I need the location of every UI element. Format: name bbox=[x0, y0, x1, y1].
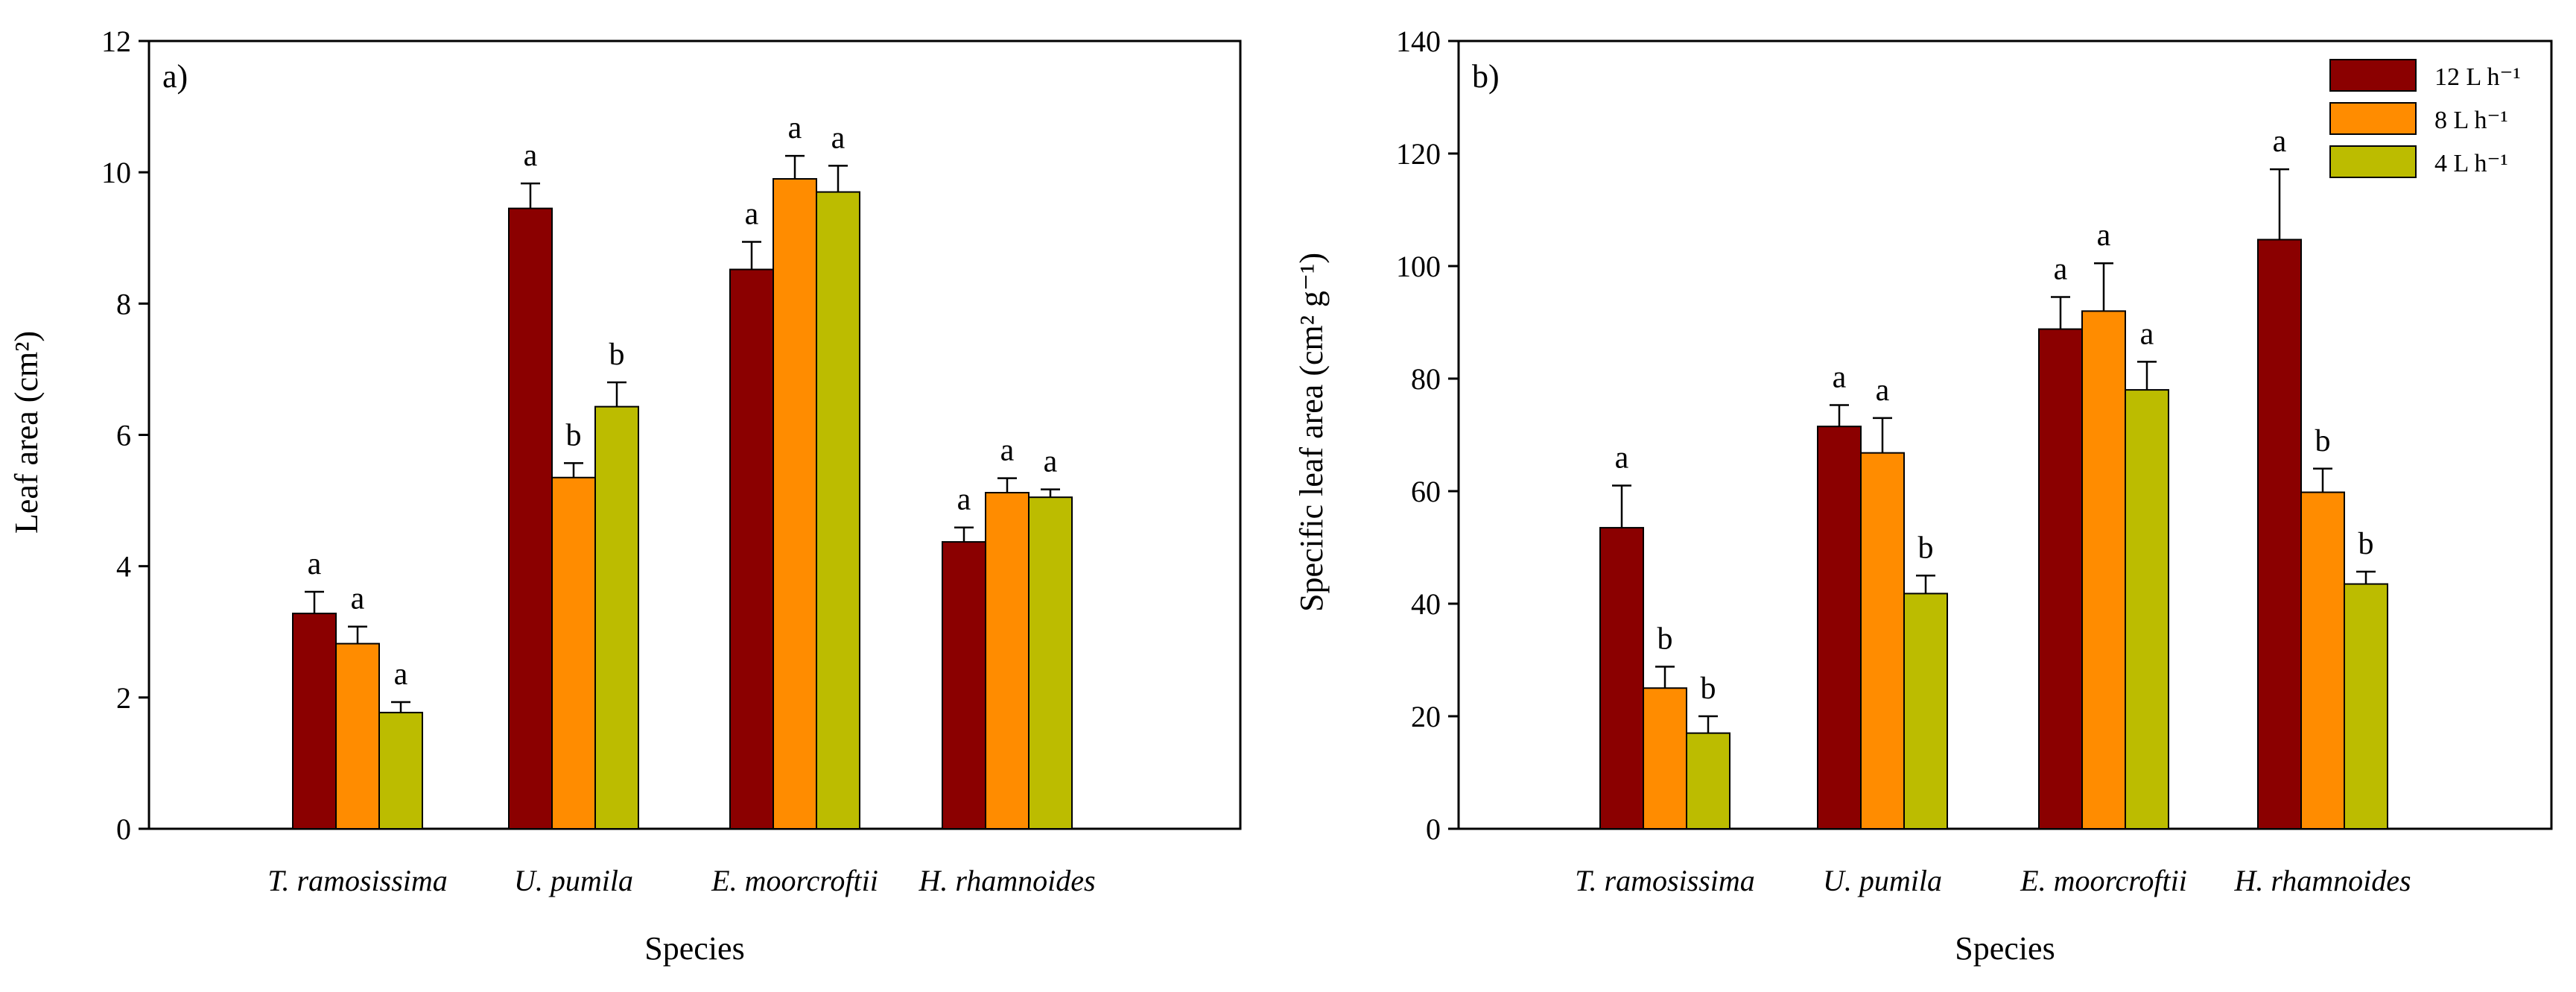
legend-label: 4 L h⁻¹ bbox=[2434, 150, 2508, 177]
significance-letter: a bbox=[1833, 360, 1847, 394]
significance-letter: a bbox=[2140, 317, 2154, 351]
bar bbox=[816, 191, 860, 830]
bar bbox=[2038, 328, 2083, 830]
bar bbox=[942, 541, 986, 830]
bar bbox=[551, 476, 596, 830]
significance-letter: b bbox=[2315, 424, 2331, 458]
bar bbox=[1860, 452, 1905, 830]
category-label: U. pumila bbox=[514, 864, 633, 897]
bar bbox=[335, 642, 380, 830]
y-tick-label: 4 bbox=[116, 550, 131, 584]
bar bbox=[773, 177, 817, 830]
bar bbox=[1686, 732, 1730, 830]
bar bbox=[508, 207, 553, 830]
bar bbox=[2125, 389, 2169, 830]
significance-letter: a bbox=[394, 657, 408, 692]
y-axis-label: Leaf area (cm²) bbox=[8, 331, 45, 534]
significance-letter: b bbox=[2358, 527, 2374, 561]
chart-panel-b: 0 20 40 60 80 100 120 140 b) Species Specific leaf… bbox=[1293, 25, 2553, 967]
bar bbox=[1903, 593, 1948, 830]
y-tick-label: 0 bbox=[116, 812, 131, 846]
significance-letter: a bbox=[308, 547, 322, 581]
panel-label: a) bbox=[162, 58, 188, 95]
y-tick-label: 120 bbox=[1396, 137, 1441, 171]
x-axis-label: Species bbox=[1955, 930, 2055, 967]
category-label: T. ramosissima bbox=[267, 864, 448, 897]
bar bbox=[985, 492, 1030, 830]
significance-letter: b bbox=[1701, 672, 1716, 706]
y-tick-label: 40 bbox=[1411, 587, 1441, 621]
bar bbox=[2344, 583, 2388, 830]
significance-letter: a bbox=[1615, 440, 1629, 475]
category-label: H. rhamnoides bbox=[918, 864, 1095, 897]
significance-letter: a bbox=[351, 582, 365, 616]
y-axis-label: Specific leaf area (cm² g⁻¹) bbox=[1293, 253, 1330, 612]
panel-label: b) bbox=[1472, 58, 1500, 95]
chart-panel-a: 0 2 4 6 8 10 12 a) Species Leaf area (cm²) T. ramo… bbox=[8, 25, 1242, 967]
y-tick-label: 12 bbox=[101, 25, 131, 58]
legend-swatch bbox=[2329, 145, 2417, 178]
y-tick-label: 8 bbox=[116, 287, 131, 320]
legend-label: 8 L h⁻¹ bbox=[2434, 107, 2508, 134]
bar bbox=[2081, 310, 2126, 830]
y-tick-label: 0 bbox=[1426, 812, 1441, 846]
y-tick-label: 2 bbox=[116, 681, 131, 715]
significance-letter: a bbox=[831, 121, 846, 155]
legend-swatch bbox=[2329, 59, 2417, 92]
significance-letter: a bbox=[1876, 373, 1890, 408]
category-label: E. moorcroftii bbox=[711, 864, 878, 897]
bar bbox=[1599, 527, 1644, 830]
bar bbox=[729, 268, 774, 830]
bar bbox=[1817, 426, 1862, 830]
significance-letter: a bbox=[1044, 445, 1058, 479]
category-label: U. pumila bbox=[1823, 864, 1942, 897]
significance-letter: b bbox=[1918, 531, 1934, 565]
significance-letter: a bbox=[745, 198, 759, 232]
significance-letter: a bbox=[957, 483, 971, 517]
bar bbox=[594, 405, 639, 830]
significance-letter: a bbox=[1000, 434, 1015, 468]
bar bbox=[2257, 238, 2302, 830]
legend-label: 12 L h⁻¹ bbox=[2434, 63, 2521, 91]
significance-letter: a bbox=[2273, 124, 2287, 159]
bar bbox=[292, 613, 337, 830]
significance-letter: a bbox=[524, 139, 538, 173]
plot-frame bbox=[1457, 40, 2553, 830]
bar bbox=[2300, 491, 2345, 830]
bar bbox=[1028, 496, 1073, 830]
significance-letter: b bbox=[1657, 622, 1673, 657]
significance-letter: a bbox=[788, 111, 802, 145]
legend: 12 L h⁻¹ 8 L h⁻¹ 4 L h⁻¹ bbox=[2329, 59, 2521, 178]
y-tick-label: 100 bbox=[1396, 250, 1441, 283]
significance-letter: b bbox=[566, 418, 582, 452]
y-tick-label: 10 bbox=[101, 156, 131, 189]
y-tick-label: 6 bbox=[116, 419, 131, 452]
category-label: H. rhamnoides bbox=[2233, 864, 2411, 897]
y-tick-label: 80 bbox=[1411, 362, 1441, 396]
significance-letter: a bbox=[2054, 253, 2068, 287]
significance-letter: b bbox=[609, 338, 625, 372]
y-tick-label: 20 bbox=[1411, 700, 1441, 733]
category-label: E. moorcroftii bbox=[2020, 864, 2187, 897]
y-tick-label: 140 bbox=[1396, 25, 1441, 58]
legend-swatch bbox=[2329, 102, 2417, 135]
significance-letter: a bbox=[2097, 218, 2111, 253]
bar bbox=[1643, 687, 1687, 830]
x-axis-label: Species bbox=[644, 930, 744, 967]
category-label: T. ramosissima bbox=[1575, 864, 1755, 897]
y-tick-label: 60 bbox=[1411, 475, 1441, 508]
bar bbox=[378, 712, 423, 830]
